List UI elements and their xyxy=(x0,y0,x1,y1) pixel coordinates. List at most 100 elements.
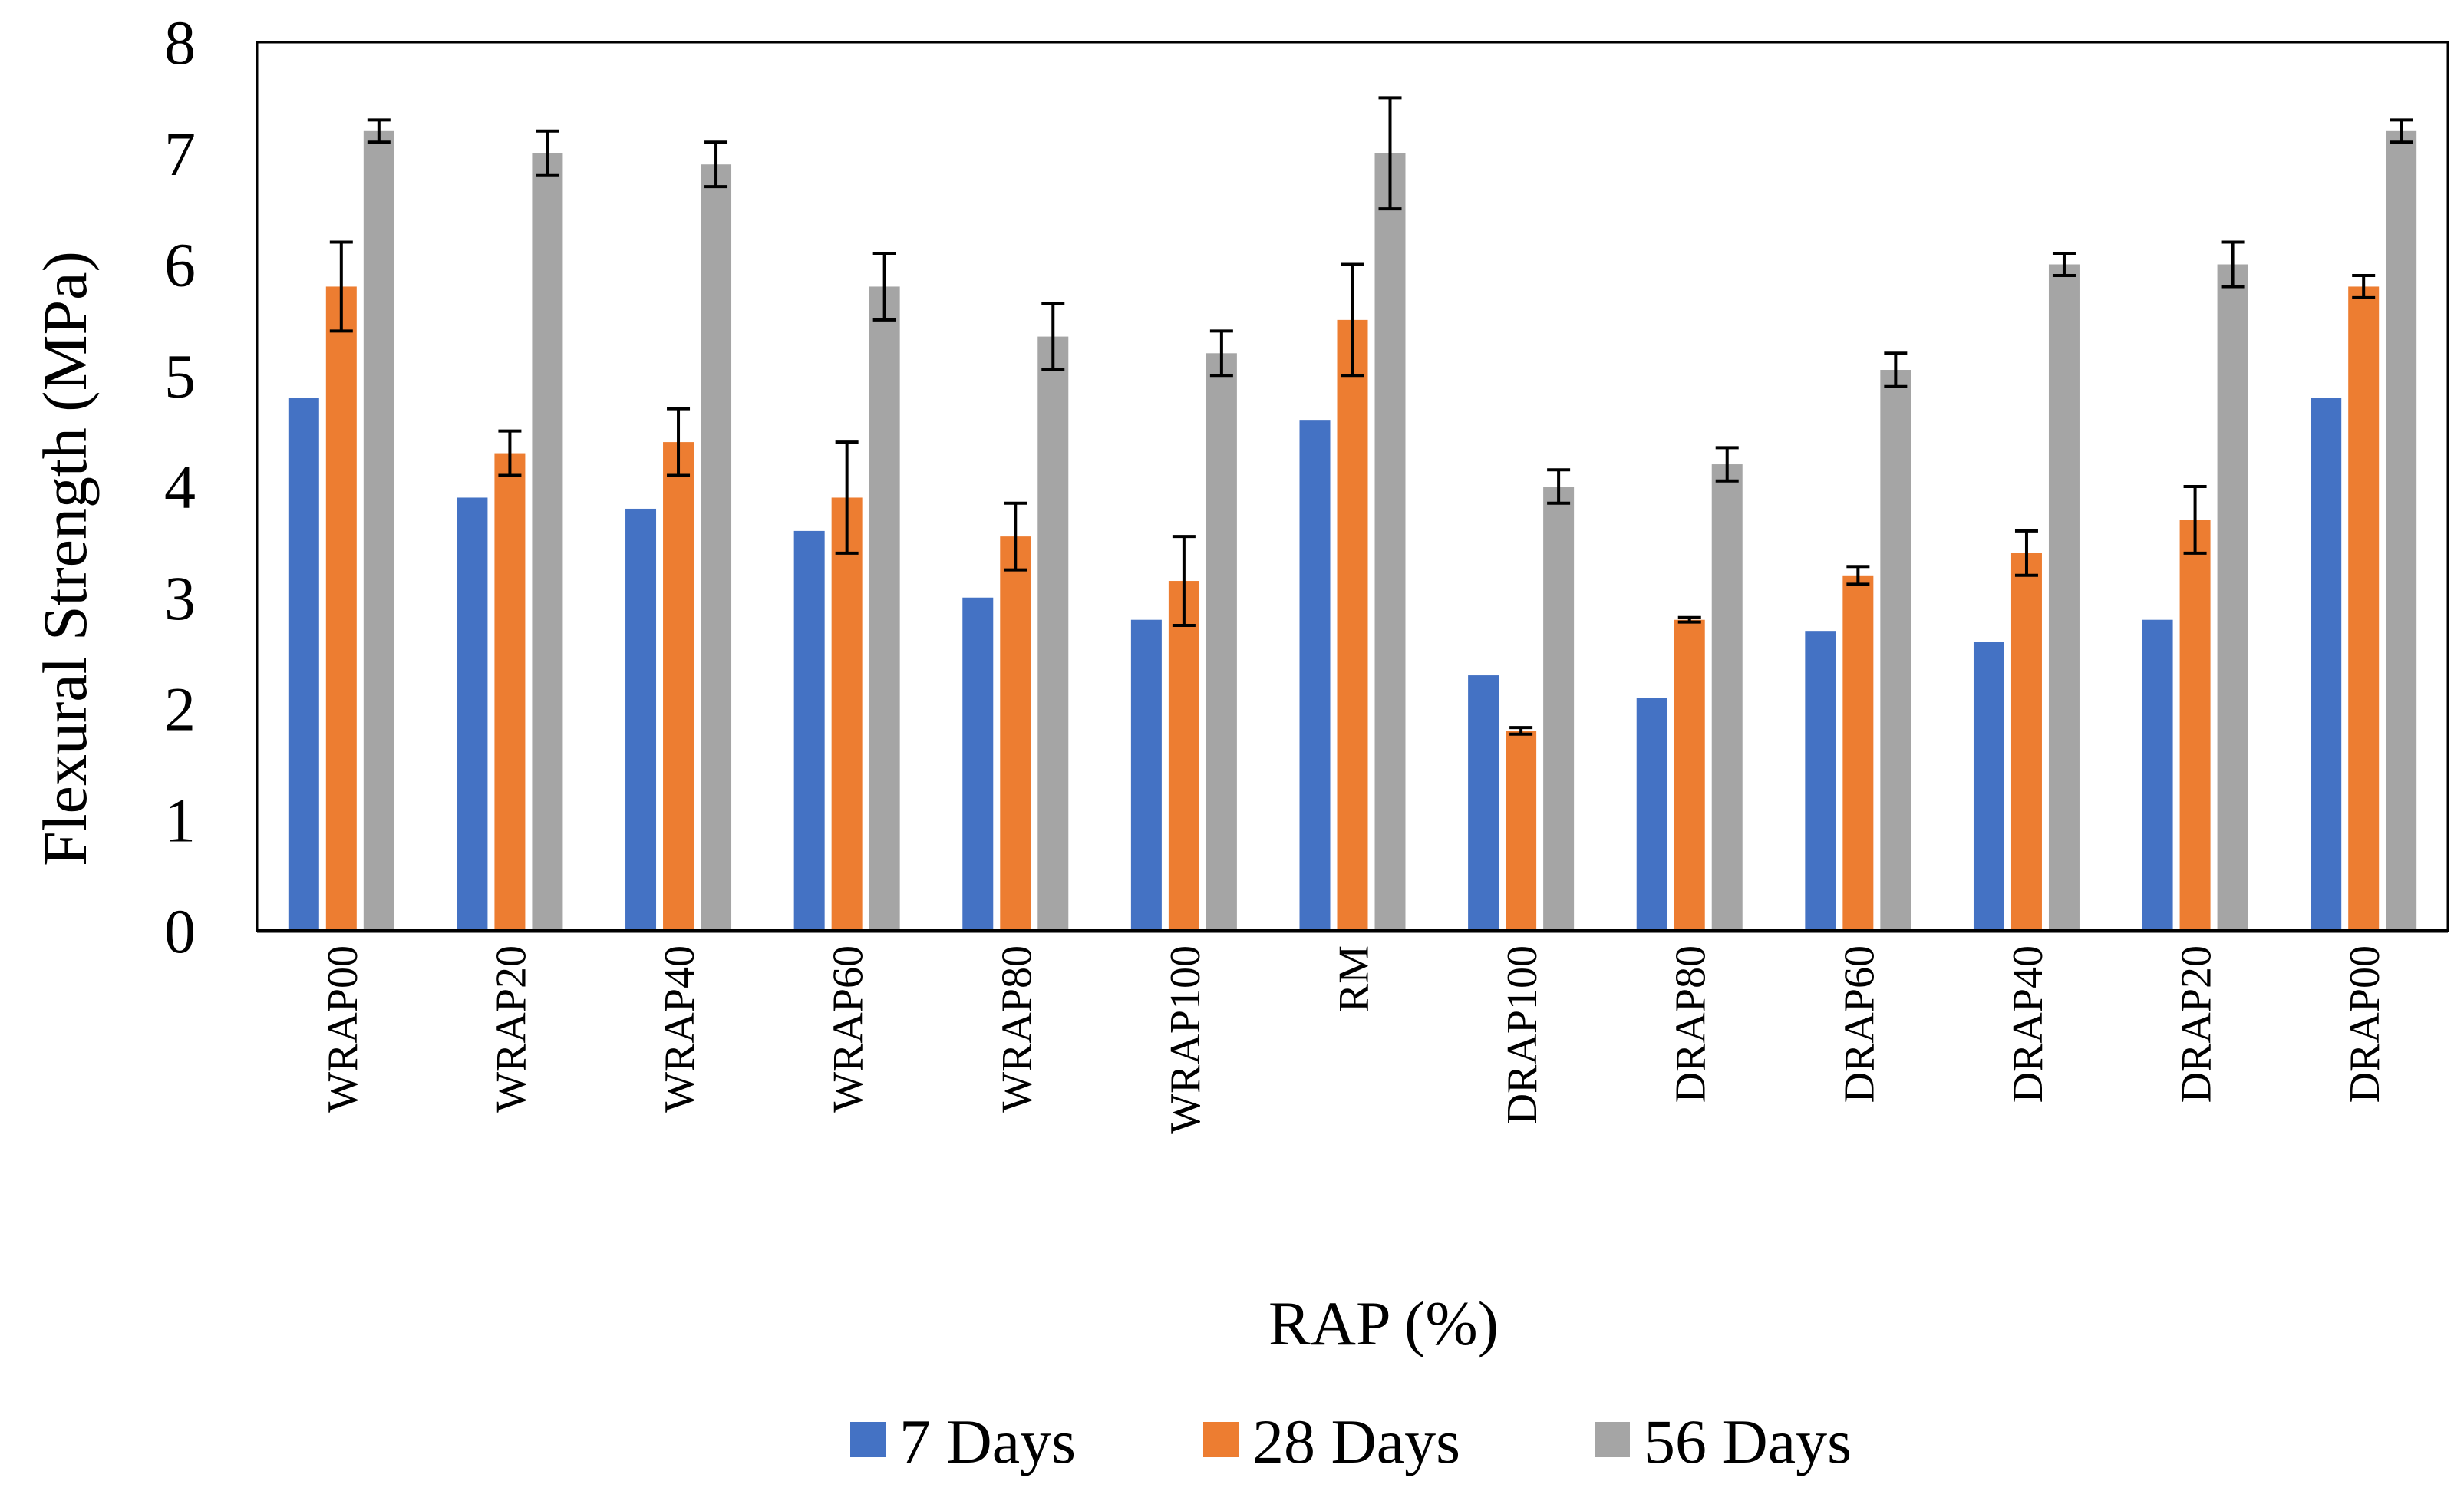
y-tick-label: 8 xyxy=(164,8,196,78)
y-tick-label: 3 xyxy=(164,563,196,633)
bar-56-days xyxy=(1880,370,1911,931)
x-tick-label: WRAP60 xyxy=(825,945,872,1113)
bar-56-days xyxy=(1206,353,1237,931)
legend-item-56-days: 56 Days xyxy=(1595,1407,1852,1476)
bar-28-days xyxy=(494,453,526,931)
legend-swatch xyxy=(1203,1422,1239,1457)
bar-56-days xyxy=(1543,487,1575,931)
x-tick-label: WRAP20 xyxy=(487,945,535,1113)
bar-56-days xyxy=(2386,130,2417,931)
bar-7-days xyxy=(2311,398,2342,931)
error-bar xyxy=(1004,501,1027,572)
x-tick-label: WRAP80 xyxy=(993,945,1041,1113)
bar-28-days xyxy=(1842,575,1874,931)
bar-7-days xyxy=(793,530,825,931)
legend: 7 Days 28 Days 56 Days xyxy=(850,1407,1852,1476)
x-axis-title: RAP (%) xyxy=(1268,1288,1499,1358)
legend-label: 7 Days xyxy=(899,1407,1076,1476)
bar-7-days xyxy=(1468,675,1499,931)
legend-item-28-days: 28 Days xyxy=(1203,1407,1460,1476)
bar-7-days xyxy=(1805,631,1836,931)
x-tick-label: WRAP40 xyxy=(656,945,704,1113)
bar-28-days xyxy=(1168,581,1199,931)
error-bar xyxy=(498,429,522,477)
error-bar xyxy=(835,440,859,555)
bar-7-days xyxy=(1636,698,1667,931)
bar-7-days xyxy=(962,597,994,931)
y-tick-label: 6 xyxy=(164,230,196,300)
y-tick-label: 4 xyxy=(164,452,196,522)
bar-7-days xyxy=(1299,420,1331,931)
bar-28-days xyxy=(1506,731,1537,931)
error-bars-layer xyxy=(329,96,2413,736)
x-axis-ticks: WRAP00 WRAP20 WRAP40 WRAP60 WRAP80 WRAP100 RM D… xyxy=(319,945,2389,1134)
bar-56-days xyxy=(1374,153,1406,931)
x-tick-label: DRAP100 xyxy=(1499,945,1546,1124)
x-tick-label: WRAP100 xyxy=(1162,945,1209,1134)
bar-28-days xyxy=(2348,286,2380,931)
error-bar xyxy=(2014,529,2038,577)
legend-item-7-days: 7 Days xyxy=(850,1407,1076,1476)
error-bar xyxy=(2390,118,2413,144)
error-bar xyxy=(2221,240,2245,289)
bar-7-days xyxy=(625,508,657,931)
error-bar xyxy=(1846,565,1870,586)
legend-label: 56 Days xyxy=(1644,1407,1852,1476)
bar-28-days xyxy=(1000,536,1031,931)
y-tick-label: 7 xyxy=(164,119,196,189)
x-tick-label: DRAP40 xyxy=(2004,945,2052,1103)
x-tick-label: DRAP80 xyxy=(1667,945,1715,1103)
error-bar xyxy=(1341,262,1364,378)
bar-56-days xyxy=(532,153,563,931)
error-bar xyxy=(1041,302,1065,372)
x-tick-label: WRAP00 xyxy=(319,945,367,1113)
error-bar xyxy=(536,129,559,177)
legend-label: 28 Days xyxy=(1252,1407,1460,1476)
bar-7-days xyxy=(457,497,488,931)
y-tick-label: 2 xyxy=(164,675,196,744)
bar-7-days xyxy=(288,398,319,931)
bar-28-days xyxy=(1337,319,1368,931)
x-tick-label: DRAP60 xyxy=(1836,945,1883,1103)
bar-56-days xyxy=(2048,264,2080,931)
y-axis-ticks: 0 1 2 3 4 5 6 7 8 xyxy=(164,8,196,966)
error-bar xyxy=(329,240,353,333)
y-tick-label: 5 xyxy=(164,341,196,411)
error-bar xyxy=(1715,446,1739,483)
error-bar xyxy=(1884,351,1908,388)
error-bar xyxy=(704,140,728,189)
error-bar xyxy=(667,407,691,477)
error-bar xyxy=(1378,96,1402,211)
bar-28-days xyxy=(831,497,863,931)
bar-56-days xyxy=(363,130,394,931)
bar-7-days xyxy=(2142,619,2173,931)
bar-28-days xyxy=(1674,619,1705,931)
y-axis-title: Flexural Strength (MPa) xyxy=(30,251,100,866)
bar-28-days xyxy=(663,442,694,931)
bar-7-days xyxy=(1973,642,2004,931)
bar-56-days xyxy=(1711,464,1743,931)
bar-7-days xyxy=(1130,619,1162,931)
bar-28-days xyxy=(2179,520,2211,931)
error-bar xyxy=(1172,535,1196,627)
error-bar xyxy=(367,118,391,144)
x-tick-label: DRAP00 xyxy=(2341,945,2389,1103)
y-tick-label: 1 xyxy=(164,785,196,855)
y-tick-label: 0 xyxy=(164,896,196,966)
error-bar xyxy=(2052,252,2076,277)
bars-layer xyxy=(288,130,2417,932)
bar-56-days xyxy=(1037,336,1069,931)
legend-swatch xyxy=(1595,1422,1630,1457)
x-tick-label: RM xyxy=(1331,945,1378,1012)
error-bar xyxy=(1547,468,1571,505)
x-tick-label: DRAP20 xyxy=(2173,945,2221,1103)
bar-56-days xyxy=(869,286,900,931)
error-bar xyxy=(872,252,896,322)
error-bar xyxy=(2352,273,2376,299)
error-bar xyxy=(1209,329,1233,378)
bar-56-days xyxy=(2217,264,2248,931)
bar-28-days xyxy=(325,286,357,931)
error-bar xyxy=(1677,615,1701,624)
bar-56-days xyxy=(701,164,732,932)
